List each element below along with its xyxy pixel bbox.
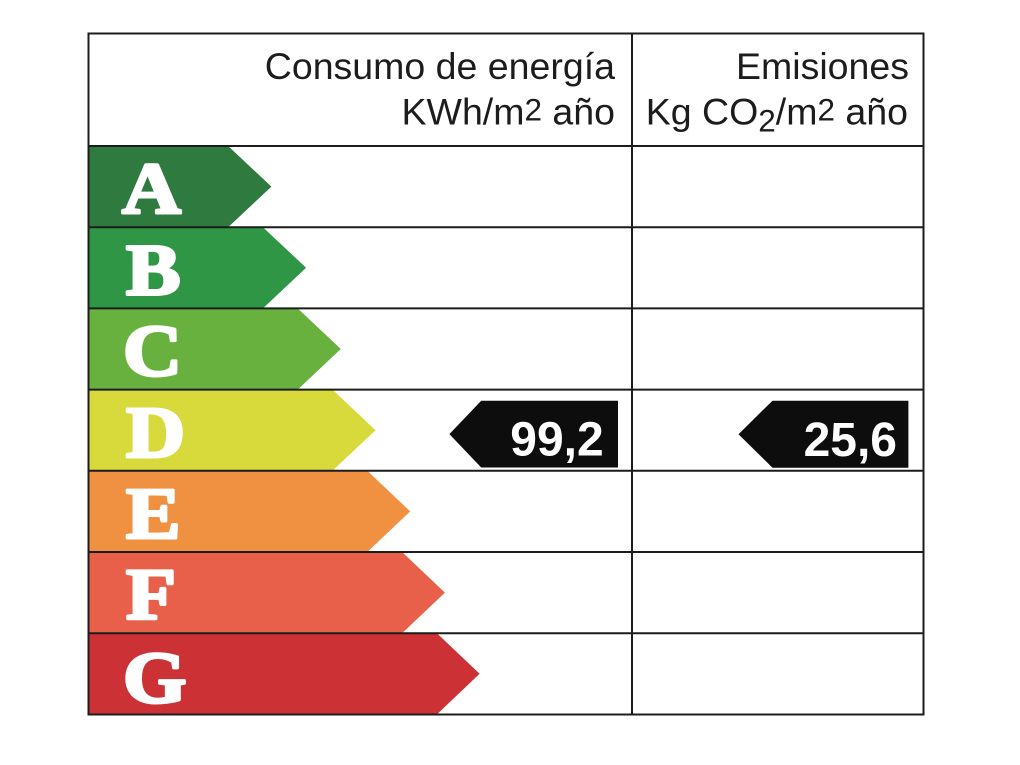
svg-text:Kg CO2/m2 año: Kg CO2/m2 año: [646, 90, 908, 138]
svg-text:F: F: [126, 554, 176, 635]
svg-text:A: A: [122, 148, 181, 229]
svg-text:E: E: [126, 473, 181, 554]
svg-text:B: B: [126, 229, 181, 310]
svg-text:KWh/m2 año: KWh/m2 año: [402, 90, 615, 132]
svg-text:Emisiones: Emisiones: [736, 45, 909, 87]
svg-text:Consumo de energía: Consumo de energía: [265, 45, 615, 87]
svg-text:C: C: [123, 311, 182, 392]
svg-text:G: G: [123, 637, 187, 718]
svg-text:25,6: 25,6: [804, 414, 897, 467]
svg-text:99,2: 99,2: [510, 414, 603, 467]
svg-text:D: D: [126, 392, 185, 473]
